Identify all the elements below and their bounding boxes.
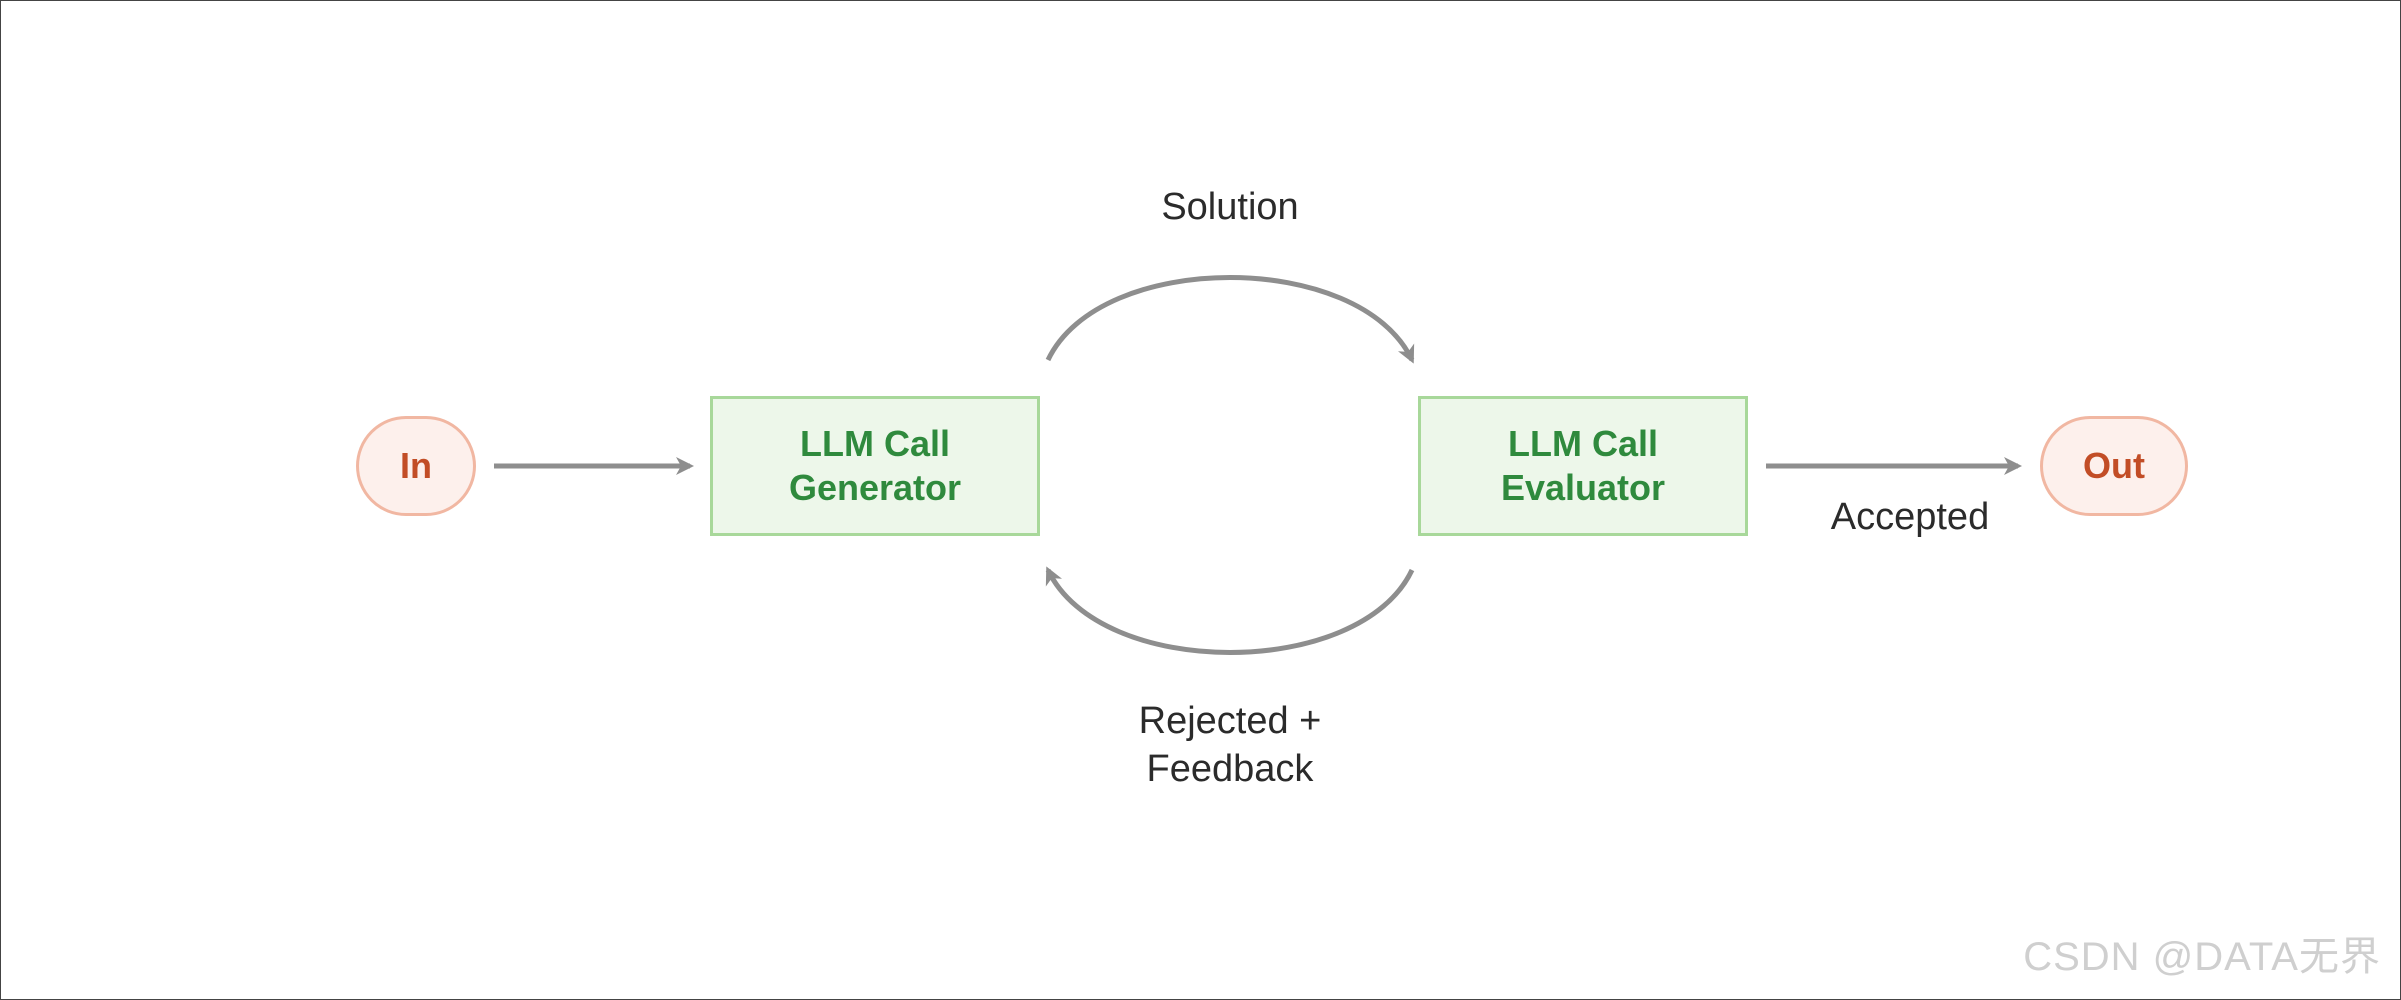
label-solution: Solution <box>1100 186 1360 229</box>
node-generator: LLM Call Generator <box>710 396 1040 536</box>
node-generator-line2: Generator <box>789 466 961 510</box>
label-rejected-line2: Feedback <box>1090 748 1370 791</box>
node-out-label: Out <box>2083 445 2145 487</box>
label-accepted: Accepted <box>1800 496 2020 539</box>
diagram-frame <box>0 0 2401 1000</box>
node-in-label: In <box>400 445 432 487</box>
node-in: In <box>356 416 476 516</box>
watermark: CSDN @DATA无界 <box>2023 924 2381 982</box>
node-evaluator: LLM Call Evaluator <box>1418 396 1748 536</box>
node-evaluator-line1: LLM Call <box>1508 422 1658 466</box>
node-evaluator-line2: Evaluator <box>1501 466 1665 510</box>
node-generator-line1: LLM Call <box>800 422 950 466</box>
label-rejected-line1: Rejected + <box>1090 700 1370 743</box>
node-out: Out <box>2040 416 2188 516</box>
